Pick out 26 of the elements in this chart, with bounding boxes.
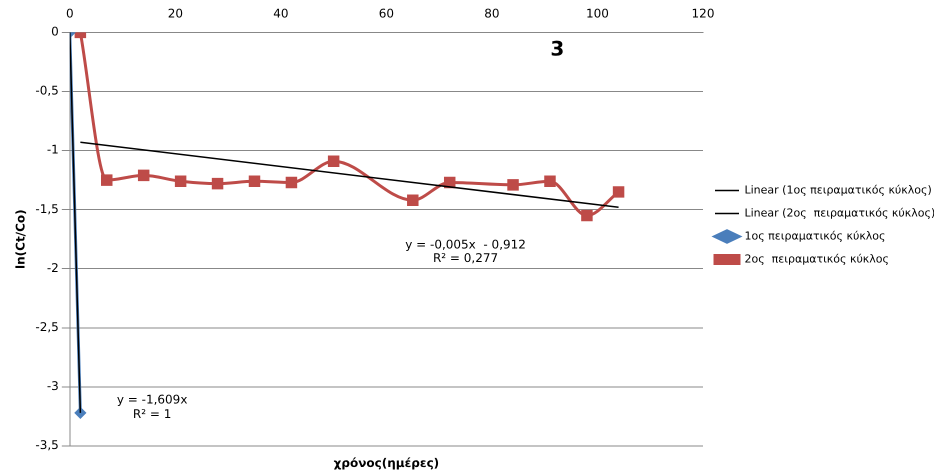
y-tick-label: -0,5 — [35, 84, 59, 98]
annotation: y = -0,005x - 0,912 — [405, 238, 526, 252]
y-tick-label: -1 — [46, 142, 59, 157]
y-tick-label: -3,5 — [35, 438, 59, 452]
y-tick-label: -2 — [46, 260, 59, 275]
y-tick-label: -1,5 — [35, 202, 59, 216]
y-tick-label: -2,5 — [35, 320, 59, 334]
annotation: R² = 1 — [132, 407, 172, 422]
legend-label: Linear (1ος πειραματικός κύκλος) — [744, 183, 932, 196]
x-tick-label: 100 — [586, 6, 609, 20]
x-tick-label: 80 — [484, 6, 500, 20]
annotation: y = -1,609x — [116, 392, 188, 407]
x-tick-label: 60 — [378, 6, 394, 20]
y-tick-label: 0 — [51, 24, 59, 39]
annotation: R² = 0,277 — [432, 251, 498, 266]
legend-label: 1ος πειραματικός κύκλος — [744, 229, 886, 242]
x-tick-label: 120 — [692, 6, 714, 20]
x-tick-label: 0 — [66, 6, 74, 20]
x-tick-label: 40 — [273, 6, 289, 20]
x-axis-title: χρόνος(ημέρες) — [334, 456, 440, 470]
legend-label: 2ος πειραματικός κύκλος — [744, 252, 889, 266]
y-axis-title: ln(Ct/Co) — [13, 209, 28, 270]
y-tick-label: -3 — [46, 379, 59, 394]
x-tick-label: 20 — [168, 6, 183, 20]
chart-title: 3 — [550, 36, 564, 61]
legend-label: Linear (2ος πειραματικός κύκλος) — [744, 206, 936, 220]
